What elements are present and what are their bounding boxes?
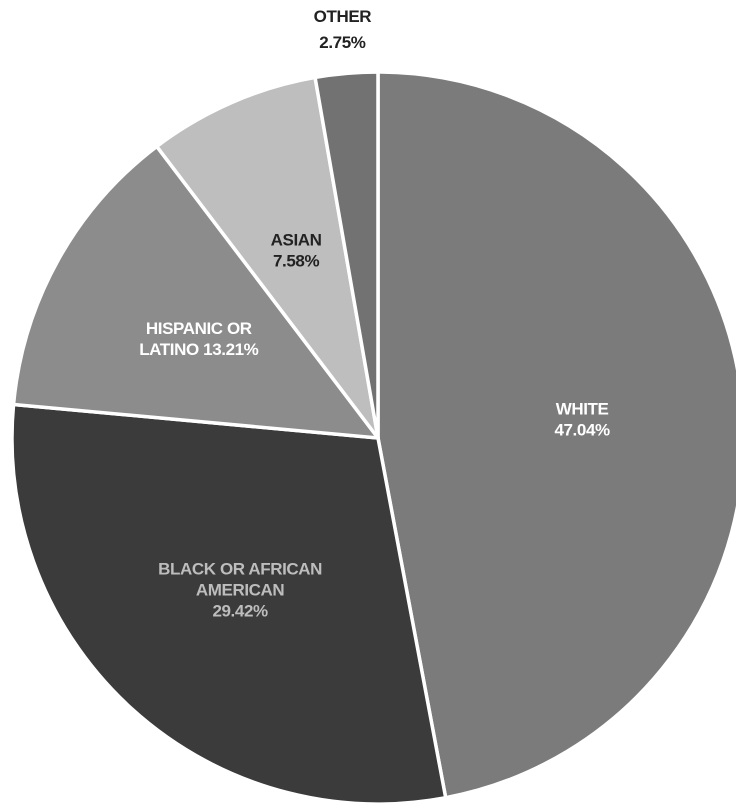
pie-slice-asian bbox=[155, 75, 380, 440]
slices-layer bbox=[10, 70, 736, 806]
slice-label-line: 29.42% bbox=[212, 602, 268, 621]
slice-label-other: OTHER 2.75% bbox=[314, 7, 372, 52]
labels-layer: WHITE 47.04% BLACK OR AFRICAN AMERICAN 29.42… bbox=[139, 7, 610, 621]
slice-label-black-or-african-american: BLACK OR AFRICAN AMERICAN 29.42% bbox=[158, 560, 322, 621]
slice-label-asian: ASIAN 7.58% bbox=[271, 231, 322, 271]
slice-label-line: BLACK OR AFRICAN bbox=[158, 560, 322, 579]
pie-slice-black-or-african-american bbox=[10, 402, 448, 806]
pie-slice-other bbox=[313, 70, 380, 440]
slice-label-line: 47.04% bbox=[554, 421, 610, 440]
slice-label-line: WHITE bbox=[556, 400, 609, 419]
pie-slice-hispanic-or-latino bbox=[11, 144, 380, 440]
slice-label-white: WHITE 47.04% bbox=[554, 400, 610, 440]
slice-label-hispanic-or-latino: HISPANIC OR LATINO 13.21% bbox=[139, 319, 258, 359]
slice-label-line: HISPANIC OR bbox=[146, 319, 252, 338]
slice-label-line: AMERICAN bbox=[196, 581, 285, 600]
slice-label-line: OTHER bbox=[314, 7, 372, 26]
slice-label-line: 7.58% bbox=[273, 252, 319, 271]
pie-slice-white bbox=[376, 70, 736, 800]
slice-label-line: 2.75% bbox=[319, 33, 365, 52]
slice-label-line: LATINO 13.21% bbox=[139, 340, 258, 359]
slice-label-line: ASIAN bbox=[271, 231, 322, 250]
